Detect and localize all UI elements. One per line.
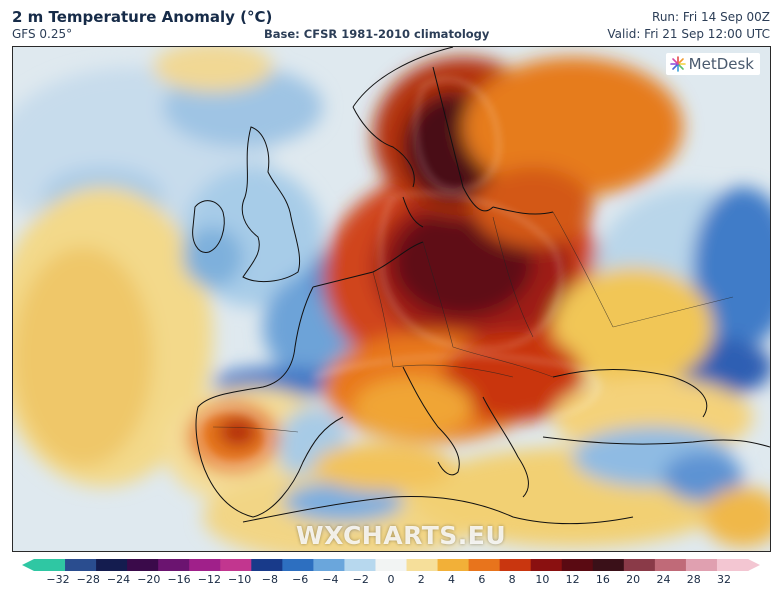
colorbar-segment <box>499 559 532 571</box>
chart-header: 2 m Temperature Anomaly (°C) GFS 0.25° B… <box>0 0 784 46</box>
colorbar-tick-label: 6 <box>478 573 486 586</box>
colorbar-low-arrow <box>22 559 34 571</box>
colorbar-ticks: −32 −28 −24 −20 −16 −12 −10 −8 −6 −4 −2 0 2 4 6 8 10 12 16… <box>0 573 784 589</box>
colorbar-tick-label: −20 <box>137 573 161 586</box>
colorbar-segment <box>406 559 439 571</box>
colorbar-tick-label: 0 <box>387 573 395 586</box>
coastlines <box>192 47 770 525</box>
colorbar-segment <box>251 559 283 571</box>
colorbar-tick-label: 24 <box>656 573 671 586</box>
colorbar <box>22 559 760 571</box>
colorbar-segment <box>127 559 159 571</box>
colorbar-tick-label: −4 <box>322 573 339 586</box>
colorbar-tick-label: 4 <box>448 573 456 586</box>
colorbar-segment <box>313 559 346 571</box>
colorbar-segment <box>65 559 97 571</box>
colorbar-segment <box>34 559 66 571</box>
colorbar-tick-label: 8 <box>508 573 516 586</box>
colorbar-tick-label: 32 <box>717 573 731 586</box>
colorbar-segment <box>561 559 594 571</box>
colorbar-segment <box>189 559 221 571</box>
colorbar-tick-label: −24 <box>106 573 131 586</box>
colorbar-segment <box>96 559 128 571</box>
colorbar-tick-label: −32 <box>46 573 70 586</box>
colorbar-high-arrow <box>748 559 760 571</box>
metdesk-logo-text: MetDesk <box>688 55 754 73</box>
colorbar-tick-label: 28 <box>686 573 701 586</box>
colorbar-segment <box>623 559 656 571</box>
colorbar-tick-label: −16 <box>167 573 191 586</box>
colorbar-segment <box>716 559 749 571</box>
anomaly-map: MetDesk WXCHARTS.EU <box>12 46 771 552</box>
colorbar-segment <box>344 559 377 571</box>
wxcharts-watermark: WXCHARTS.EU <box>296 521 507 550</box>
colorbar-tick-label: 20 <box>626 573 641 586</box>
colorbar-segment <box>375 559 408 571</box>
anomaly-field <box>13 47 770 551</box>
metdesk-logo-icon <box>669 56 686 72</box>
valid-time-label: Valid: Fri 21 Sep 12:00 UTC <box>607 27 770 41</box>
colorbar-segment <box>530 559 563 571</box>
colorbar-tick-label: −6 <box>292 573 309 586</box>
colorbar-segment <box>220 559 252 571</box>
metdesk-logo: MetDesk <box>665 53 760 75</box>
colorbar-segment <box>592 559 625 571</box>
colorbar-tick-label: −28 <box>76 573 100 586</box>
model-label: GFS 0.25° <box>12 27 73 41</box>
colorbar-tick-label: −2 <box>352 573 369 586</box>
map-title: 2 m Temperature Anomaly (°C) <box>12 8 273 26</box>
colorbar-tick-label: −12 <box>197 573 221 586</box>
colorbar-segment <box>282 559 314 571</box>
map-canvas <box>13 47 770 551</box>
colorbar-segment <box>468 559 501 571</box>
contour-lines <box>199 78 599 466</box>
colorbar-tick-label: 2 <box>417 573 425 586</box>
colorbar-segment <box>654 559 687 571</box>
colorbar-tick-label: −8 <box>261 573 279 586</box>
colorbar-segment <box>685 559 718 571</box>
colorbar-tick-label: −10 <box>228 573 252 586</box>
colorbar-tick-label: 16 <box>595 573 610 586</box>
country-borders <box>212 211 734 433</box>
colorbar-tick-label: 10 <box>535 573 550 586</box>
baseline-label: Base: CFSR 1981-2010 climatology <box>264 27 490 41</box>
colorbar-segment <box>158 559 190 571</box>
colorbar-segment <box>437 559 470 571</box>
run-time-label: Run: Fri 14 Sep 00Z <box>652 10 770 24</box>
colorbar-tick-label: 12 <box>565 573 580 586</box>
